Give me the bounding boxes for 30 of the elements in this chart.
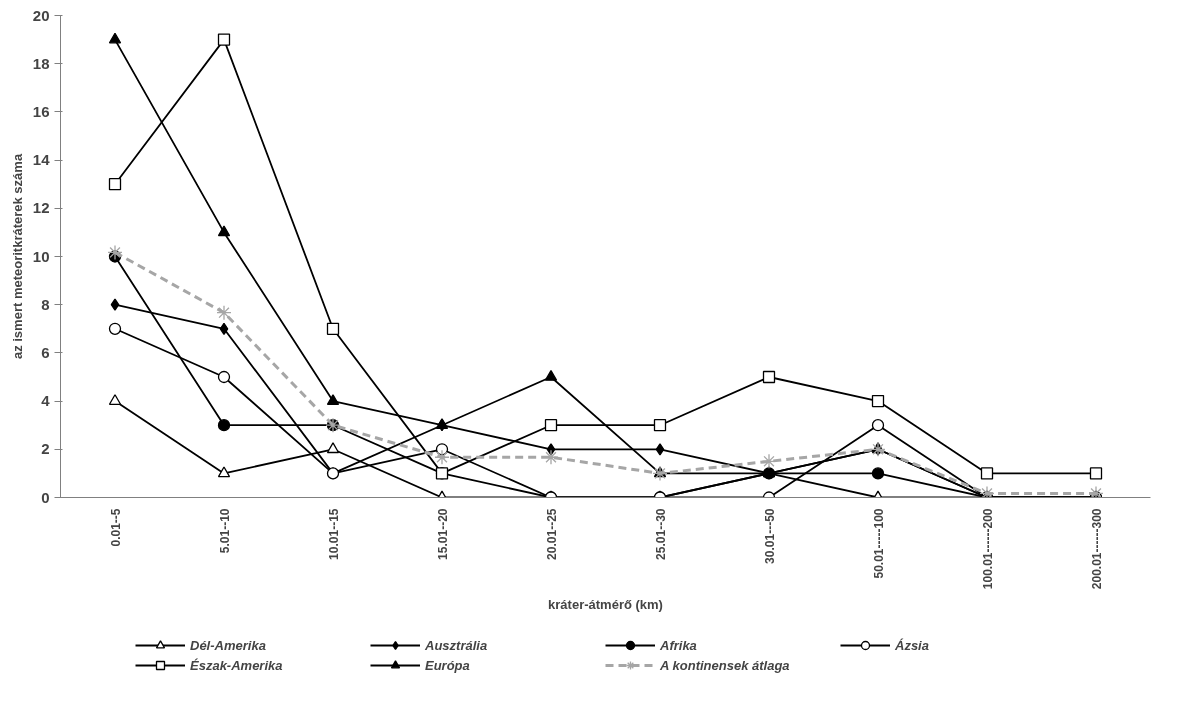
legend-label: Dél-Amerika [190, 637, 267, 653]
y-tick-label: 16 [32, 102, 50, 120]
legend-label: Afrika [660, 637, 698, 653]
y-tick-label: 2 [41, 440, 50, 458]
x-tick-label: 5.01--10 [217, 508, 232, 554]
x-tick-label: 30.01---50 [762, 508, 777, 564]
y-tick-label: 12 [32, 199, 50, 217]
y-tick-label: 20 [32, 6, 50, 24]
legend-label: A kontinensek átlaga [660, 657, 791, 673]
legend-label: Ázsia [895, 637, 930, 653]
y-tick-label: 8 [41, 295, 50, 313]
x-tick-label: 100.01------200 [980, 508, 995, 590]
y-tick-label: 14 [32, 151, 51, 169]
x-tick-label: 25.01--30 [653, 508, 668, 560]
y-tick-label: 18 [32, 54, 50, 72]
x-tick-label: 200.01------300 [1089, 508, 1104, 590]
legend-label: Európa [425, 657, 471, 673]
y-tick-label: 0 [41, 488, 50, 506]
x-tick-label: 50.01-----100 [871, 508, 886, 579]
y-axis-title: az ismert meteoritkráterek száma [9, 153, 25, 360]
y-tick-label: 6 [41, 343, 50, 361]
x-axis-title: kráter-átmérő (km) [548, 597, 663, 613]
y-tick-label: 4 [41, 392, 51, 410]
x-tick-label: 15.01--20 [435, 508, 450, 560]
legend-label: Ausztrália [425, 637, 489, 653]
y-tick-label: 10 [32, 247, 50, 265]
x-tick-label: 0.01--5 [108, 508, 123, 547]
legend-label: Észak-Amerika [190, 657, 284, 673]
x-tick-label: 20.01--25 [544, 508, 559, 560]
x-tick-label: 10.01--15 [326, 508, 341, 560]
